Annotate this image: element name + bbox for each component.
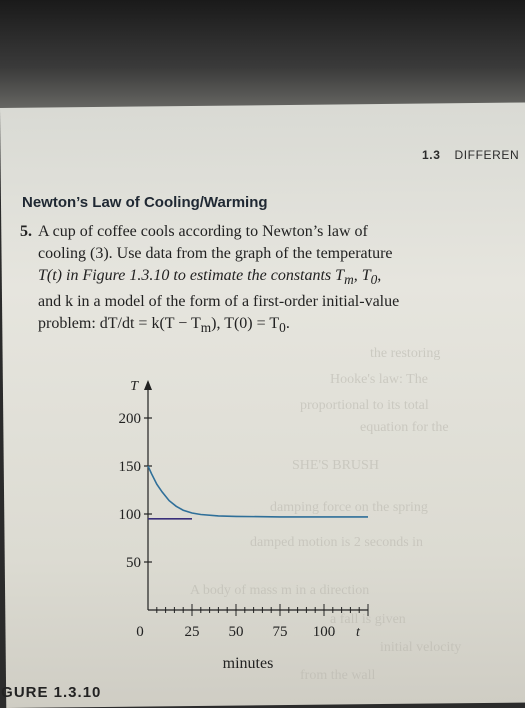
subscript: 0 [370,272,378,288]
problem-line: problem: dT/dt = k(T − Tm), T(0) = T0. [20,313,475,339]
problem-text: problem: dT/dt = k(T − T [38,315,201,333]
y-tick-label: 200 [119,411,142,427]
chart-marks [147,465,368,520]
figure-caption: IGURE 1.3.10 [0,684,102,701]
x-tick-label: 0 [136,624,144,640]
bleed-through-text: equation for the [360,420,449,435]
problem-line: 5. A cup of coffee cools according to New… [20,221,475,243]
y-tick-label: 150 [119,459,142,475]
bleed-through-text: A body of mass m in a direction [190,583,370,598]
problem-line: and k in a model of the form of a first-… [20,291,475,313]
temperature-graph: Tt minutes 50 100 150 200 0 25 50 75 100 [119,379,369,672]
bleed-through-text: damping force on the spring [270,500,428,515]
x-tick-label: 100 [313,624,336,640]
section-title: Newton’s Law of Cooling/Warming [22,194,268,211]
problem-number: 5. [20,223,32,240]
problem-text: , T [353,267,371,284]
bleed-through-text: a fall is given [330,612,406,627]
problem-text: . [285,315,290,333]
y-axis-label: T [130,379,139,394]
x-tick-label: 75 [273,624,288,640]
background-desk [0,0,525,112]
subscript: m [344,272,354,288]
problem-text: T(t) in Figure 1.3.10 to estimate the co… [38,267,345,284]
chart-axes: Tt minutes [130,379,368,672]
problem-5: 5. A cup of coffee cools according to New… [20,221,475,339]
chapter-number: 1.3 [422,148,441,162]
problem-text: ), T(0) = T [211,315,280,333]
chart-ticks: 50 100 150 200 0 25 50 75 100 [119,411,369,640]
problem-text: and k in a model of the form of a first-… [38,293,400,311]
bleed-through-text: damped motion is 2 seconds in [250,535,424,550]
subscript: 0 [279,320,286,336]
bleed-through-text: Hooke's law: The [330,372,428,387]
x-axis-label: minutes [223,655,274,672]
problem-text: , [377,267,382,284]
x-axis-symbol: t [356,625,361,640]
bleed-through-text: the restoring [370,346,441,361]
bleed-through-text: SHE'S BRUSH [292,458,379,473]
problem-text: A cup of coffee cools according to Newto… [38,223,368,240]
problem-line: T(t) in Figure 1.3.10 to estimate the co… [20,265,475,291]
bleed-through-text: proportional to its total [300,398,429,413]
subscript: m [200,320,212,336]
running-header: 1.3 DIFFEREN [422,148,519,162]
bleed-through-text: from the wall [300,668,376,683]
y-tick-label: 100 [119,507,142,523]
x-tick-label: 50 [229,624,244,640]
x-tick-label: 25 [185,624,200,640]
chapter-title: DIFFEREN [454,148,520,162]
bleed-through-text: initial velocity [380,640,462,655]
y-tick-label: 50 [126,555,141,571]
problem-text: cooling (3). Use data from the graph of … [38,245,393,262]
y-axis-arrow [144,380,152,390]
problem-line: cooling (3). Use data from the graph of … [20,243,475,265]
cooling-curve [147,465,368,518]
